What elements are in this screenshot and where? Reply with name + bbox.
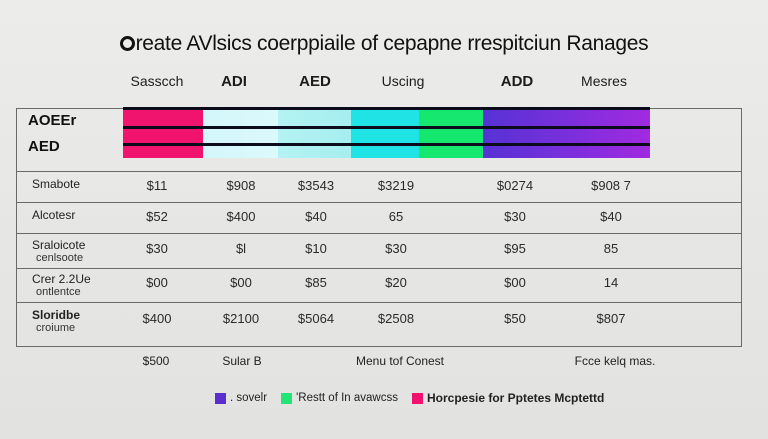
table-cell: $10 (305, 241, 327, 256)
color-band (123, 108, 650, 158)
row-label: Crer 2.2Ue ontlentce (32, 273, 91, 299)
table-cell: $l (235, 241, 247, 256)
circle-logo-icon (119, 36, 135, 51)
band-stripe (123, 107, 650, 110)
row-divider (16, 268, 742, 269)
legend-swatch-icon (281, 392, 293, 404)
table-cell: $0274 (496, 178, 534, 193)
table-cell: $95 (504, 241, 526, 256)
legend-item: Horcpesie for Pptetes Mcptettd (411, 391, 605, 405)
table-cell: $52 (146, 209, 168, 224)
row-label: Sraloicote cenlsoote (32, 239, 85, 265)
row-divider (16, 233, 742, 234)
band-segment-violet-purple (483, 108, 650, 158)
column-header: Mesres (581, 73, 627, 89)
table-cell: $400 (226, 209, 256, 224)
table-cell: $11 (146, 178, 168, 193)
column-header: ADD (500, 73, 534, 90)
table-cell: $807 (596, 311, 626, 326)
row-label-text: Smabote (32, 177, 81, 191)
band-segment-pale-cyan (203, 108, 278, 158)
legend-item: 'Restt of In avawcss (281, 392, 398, 404)
row-label-text: Sloridbe (32, 308, 81, 322)
row-divider (16, 302, 742, 303)
legend-swatch-icon (215, 392, 226, 404)
row-divider (16, 171, 742, 172)
table-cell: $20 (385, 275, 407, 290)
band-segment-pink (123, 108, 203, 158)
legend-label: Horcpesie for Pptetes Mcptettd (426, 391, 605, 405)
table-cell: 85 (603, 241, 619, 256)
row-divider (16, 202, 742, 203)
table-cell: $00 (504, 275, 526, 290)
table-cell: $40 (305, 209, 327, 224)
footer-text: Sular B (222, 354, 262, 368)
table-cell: $2100 (222, 311, 260, 326)
band-segment-light-cyan (278, 108, 351, 158)
table-cell: $3219 (377, 178, 415, 193)
page-title: reate AVlsics coerppiaile of cepapne rre… (0, 32, 768, 56)
row-label-text: Sraloicote (32, 238, 86, 252)
table-cell: $00 (146, 275, 168, 290)
column-header: Sasscch (130, 73, 184, 89)
legend-label: . sovelr (230, 392, 268, 404)
band-stripe (123, 143, 650, 146)
band-segment-green (419, 108, 483, 158)
band-stripe (123, 126, 650, 129)
row-sublabel: croiume (36, 322, 76, 334)
legend-swatch-icon (411, 392, 423, 404)
row-sublabel: cenlsoote (36, 252, 84, 264)
footer-text: $500 (142, 354, 170, 368)
table-cell: 14 (603, 275, 619, 290)
table-cell: $50 (504, 311, 526, 326)
table-cell: $3543 (297, 178, 335, 193)
row-label-text: Alcotesr (32, 208, 76, 222)
column-header: AED (299, 73, 331, 90)
table-cell: $30 (385, 241, 407, 256)
page-title-text: reate AVlsics coerppiaile of cepapne rre… (135, 32, 649, 55)
column-header: Uscing (381, 73, 425, 89)
footer-text: Menu tof Conest (355, 354, 445, 368)
column-header: ADI (221, 73, 247, 90)
footer-text: Fcce kelq mas. (574, 354, 656, 368)
band-label: AOEEr (28, 112, 77, 129)
row-sublabel: ontlentce (36, 286, 81, 298)
legend-item: . sovelr (215, 392, 267, 404)
legend-label: 'Restt of In avawcss (296, 392, 398, 404)
table-cell: $30 (146, 241, 168, 256)
table-cell: $40 (600, 209, 622, 224)
table-cell: $30 (504, 209, 526, 224)
table-cell: 65 (388, 209, 404, 224)
legend: . sovelr 'Restt of In avawcss Horcpesie fo… (215, 391, 618, 405)
table-cell: $85 (305, 275, 327, 290)
table-cell: $400 (142, 311, 172, 326)
table-cell: $00 (230, 275, 252, 290)
band-segment-cyan (351, 108, 419, 158)
table-cell: $908 7 (591, 178, 631, 193)
band-label: AED (28, 138, 60, 155)
table-cell: $908 (226, 178, 256, 193)
row-label: Sloridbe croiume (32, 309, 80, 335)
row-label: Smabote (32, 178, 80, 191)
row-label-text: Crer 2.2Ue (32, 272, 91, 286)
table-cell: $5064 (297, 311, 335, 326)
row-label: Alcotesr (32, 209, 75, 222)
table-cell: $2508 (377, 311, 415, 326)
